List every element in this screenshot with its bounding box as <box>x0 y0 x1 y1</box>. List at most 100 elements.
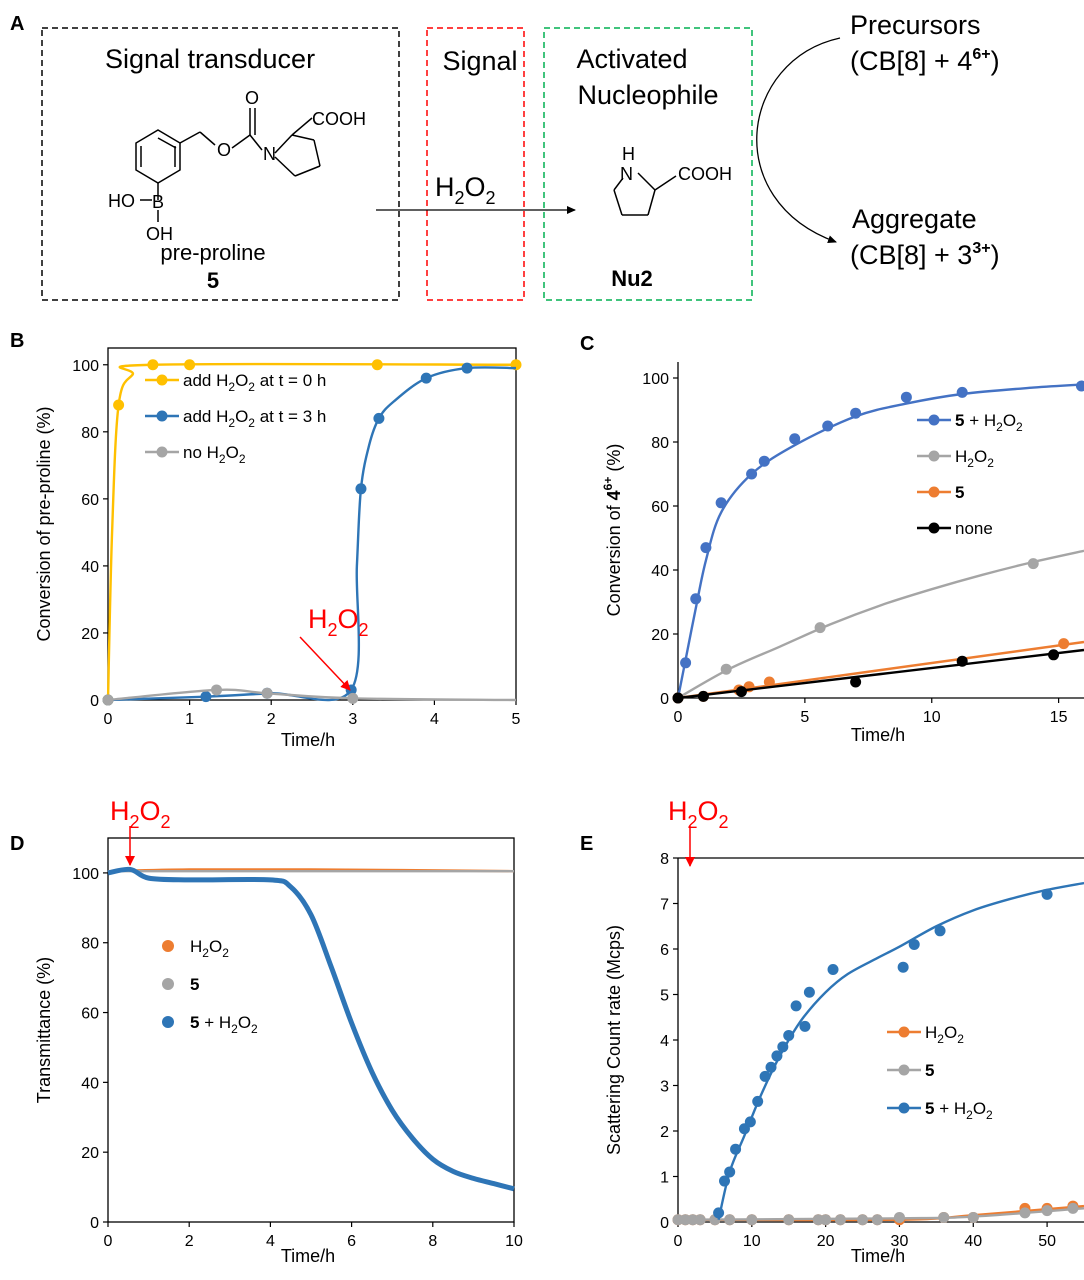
series-line <box>677 549 1084 700</box>
data-point <box>752 1095 764 1107</box>
series-line <box>107 866 515 1192</box>
annotation-label: H2​O2​ <box>308 604 369 640</box>
h2o2-addition-annotation: H2​O2​ <box>110 796 171 866</box>
legend-item: none <box>917 519 993 538</box>
y-tick-label: 4 <box>660 1033 669 1050</box>
legend-item: 5 <box>917 483 964 502</box>
legend-swatch-marker <box>156 446 168 458</box>
cooh-label: COOH <box>312 109 366 129</box>
data-point <box>803 986 815 998</box>
y-tick-label: 8 <box>660 851 669 868</box>
panel-label-e: E <box>580 833 593 855</box>
precursors-title: Precursors <box>850 10 981 40</box>
legend-swatch-marker <box>162 940 174 952</box>
reagent-label: H2​O2​ <box>435 172 496 208</box>
data-point <box>790 1000 802 1012</box>
legend-label: 5 <box>925 1061 934 1080</box>
x-tick-label: 50 <box>1038 1233 1056 1250</box>
legend-item: no H2O2​ <box>145 443 246 466</box>
data-point <box>700 542 712 554</box>
legend-label: add H2O2​ at t = 3 h <box>183 407 326 430</box>
series-line <box>106 362 517 701</box>
data-point <box>956 386 968 398</box>
plot-area <box>672 380 1084 704</box>
annotation-label: H2​O2​ <box>668 796 729 832</box>
y-tick-label: 80 <box>651 435 669 452</box>
activated-nucleophile-box <box>543 27 753 301</box>
data-point <box>1027 558 1039 570</box>
data-point <box>850 407 862 419</box>
legend-swatch-marker <box>928 522 940 534</box>
legend-label: 5 <box>190 975 199 994</box>
ho-label: HO <box>108 191 135 211</box>
data-point <box>720 663 732 675</box>
data-point <box>908 938 920 950</box>
data-point <box>822 420 834 432</box>
y-tick-label: 20 <box>81 1145 99 1162</box>
compound-number: 5 <box>207 268 219 293</box>
plot-area <box>102 359 522 706</box>
signal-box <box>426 27 525 301</box>
x-tick-label: 1 <box>185 711 194 728</box>
data-point <box>147 359 159 371</box>
x-tick-label: 0 <box>674 1233 683 1250</box>
legend-swatch-marker <box>928 414 940 426</box>
compound-name: pre-proline <box>160 240 265 265</box>
data-point <box>834 1214 846 1226</box>
series-5--h2o2 <box>672 380 1084 704</box>
y-tick-label: 100 <box>72 866 99 883</box>
y-tick-label: 80 <box>81 425 99 442</box>
legend-label: add H2O2​ at t = 0 h <box>183 371 326 394</box>
y-tick-label: 80 <box>81 936 99 953</box>
legend-item: add H2O2​ at t = 0 h <box>145 371 326 394</box>
aggregate-title: Aggregate <box>852 204 977 234</box>
data-point <box>200 691 212 703</box>
y-tick-label: 0 <box>660 1215 669 1232</box>
x-tick-label: 20 <box>817 1233 835 1250</box>
x-tick-label: 10 <box>505 1233 523 1250</box>
data-point <box>850 676 862 688</box>
x-tick-label: 5 <box>512 711 521 728</box>
data-point <box>371 359 383 371</box>
legend-label: H2O2​ <box>925 1023 964 1046</box>
data-point <box>113 399 125 411</box>
svg-text:D: D <box>10 833 24 855</box>
oh-label: OH <box>146 224 173 244</box>
legend-item: H2O2​ <box>917 447 994 470</box>
data-point <box>900 391 912 403</box>
annotation-arrow <box>299 636 351 691</box>
y-tick-label: 0 <box>90 693 99 710</box>
data-point <box>777 1041 789 1053</box>
x-tick-label: 0 <box>104 711 113 728</box>
aggregate-formula: (CB[8] + 33+) <box>850 240 1000 270</box>
y-tick-label: 100 <box>72 358 99 375</box>
x-tick-label: 2 <box>185 1233 194 1250</box>
legend-label: 5 + H2O2​ <box>190 1013 258 1036</box>
x-tick-label: 0 <box>674 709 683 726</box>
data-point <box>461 362 473 374</box>
x-axis-label: Time/h <box>281 730 335 750</box>
data-point <box>814 622 826 634</box>
aggregation-curved-arrow <box>756 37 841 244</box>
data-point <box>956 655 968 667</box>
x-tick-label: 4 <box>430 711 439 728</box>
nh-n-label: N <box>620 164 633 184</box>
legend-swatch-marker <box>156 374 168 386</box>
data-point <box>746 468 758 480</box>
x-tick-label: 10 <box>743 1233 761 1250</box>
legend-swatch-marker <box>898 1026 910 1038</box>
ester-o-label: O <box>217 140 231 160</box>
legend-swatch-marker <box>162 978 174 990</box>
signal-transducer-box <box>41 27 400 301</box>
svg-text:E: E <box>580 833 593 855</box>
data-point <box>783 1214 795 1226</box>
nu-cooh-label: COOH <box>678 164 732 184</box>
y-tick-label: 40 <box>81 559 99 576</box>
legend-item: H2O2​ <box>887 1023 964 1046</box>
nh-h-label: H <box>622 144 635 164</box>
legend-swatch-marker <box>156 410 168 422</box>
data-point <box>1075 380 1084 392</box>
x-axis-label: Time/h <box>281 1246 335 1266</box>
data-point <box>713 1207 725 1219</box>
